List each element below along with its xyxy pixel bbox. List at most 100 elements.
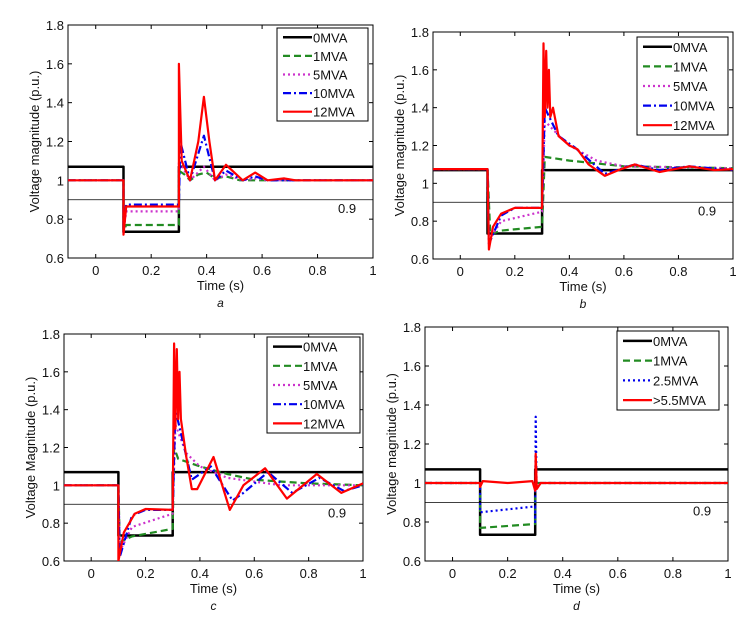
legend-label: 5MVA xyxy=(303,378,338,393)
y-tick-label: 1.8 xyxy=(46,18,64,33)
reference-line-label: 0.9 xyxy=(698,203,716,218)
subplot-caption: b xyxy=(580,297,587,311)
y-tick-label: 1.2 xyxy=(403,437,421,452)
x-axis-label: Time (s) xyxy=(553,581,600,596)
legend-box xyxy=(636,36,729,136)
legend-label: 1MVA xyxy=(303,359,338,374)
subplot-caption: d xyxy=(573,599,580,613)
y-tick-label: 1 xyxy=(414,476,421,491)
y-tick-label: 0.6 xyxy=(42,554,60,569)
x-tick-label: 0.4 xyxy=(554,566,572,581)
x-tick-label: 1 xyxy=(369,263,376,278)
legend-box xyxy=(266,336,361,434)
x-tick-label: 0 xyxy=(88,566,95,581)
reference-line-label: 0.9 xyxy=(338,201,356,216)
y-tick-label: 0.6 xyxy=(46,251,64,266)
subplot-d: 0 0.2 0.4 0.6 0.8 1 0.6 0.8 1 1.2 1.4 1.6 1.8 0.9 0MVA… xyxy=(384,320,732,613)
x-tick-label: 0.4 xyxy=(191,566,209,581)
series-line-12MVA xyxy=(433,42,733,251)
y-tick-label: 1.8 xyxy=(403,320,421,335)
series-line-2.5MVA xyxy=(425,415,728,524)
x-tick-label: 0.2 xyxy=(506,264,524,279)
x-tick-label: 0.8 xyxy=(300,566,318,581)
y-tick-label: 1 xyxy=(53,478,60,493)
legend-label: 10MVA xyxy=(673,99,715,114)
x-axis-label: Time (s) xyxy=(190,581,237,596)
x-tick-label: 0 xyxy=(449,566,456,581)
x-tick-label: 0.4 xyxy=(198,263,216,278)
series-group xyxy=(425,415,728,536)
legend-label: 1MVA xyxy=(313,49,348,64)
y-tick-label: 1.6 xyxy=(403,359,421,374)
legend-label: 0MVA xyxy=(313,30,348,45)
y-tick-label: 1.8 xyxy=(411,25,429,40)
reference-line-label: 0.9 xyxy=(693,504,711,519)
series-group xyxy=(433,42,733,251)
subplot-a: 0 0.2 0.4 0.6 0.8 1 0.6 0.8 1 1.2 1.4 1.6 1.8 0.9 0MVA… xyxy=(27,18,377,310)
x-tick-label: 0.2 xyxy=(499,566,517,581)
subplot-caption: a xyxy=(217,296,224,310)
x-tick-label: 1 xyxy=(359,566,366,581)
series-line-0MVA xyxy=(425,468,728,536)
legend-label: 5MVA xyxy=(313,68,348,83)
legend-box xyxy=(276,27,369,122)
y-tick-label: 1.4 xyxy=(46,96,64,111)
x-tick-label: 0.2 xyxy=(137,566,155,581)
y-tick-label: 1 xyxy=(57,173,64,188)
y-tick-label: 1.4 xyxy=(403,398,421,413)
y-tick-label: 1.8 xyxy=(42,327,60,342)
reference-line-label: 0.9 xyxy=(328,505,346,520)
y-tick-label: 1.2 xyxy=(411,139,429,154)
x-tick-label: 0.6 xyxy=(615,264,633,279)
x-tick-label: 0 xyxy=(457,264,464,279)
series-line-10MVA xyxy=(64,408,363,559)
y-tick-label: 0.6 xyxy=(411,252,429,267)
legend-box xyxy=(616,330,720,411)
legend-label: 10MVA xyxy=(313,86,355,101)
x-tick-label: 0.8 xyxy=(309,263,327,278)
x-tick-label: 0.2 xyxy=(142,263,160,278)
series-line->5.5MVA xyxy=(425,452,728,492)
legend: 0MVA 1MVA 5MVA 10MVA 12MVA xyxy=(266,336,361,434)
subplot-c: 0 0.2 0.4 0.6 0.8 1 0.6 0.8 1 1.2 1.4 1.6 1.8 0.9 0MVA… xyxy=(23,327,367,613)
legend-label: 5MVA xyxy=(673,79,708,94)
legend-label: 1MVA xyxy=(653,354,688,369)
y-tick-label: 0.8 xyxy=(411,214,429,229)
y-axis-label: Voltage magnitude (p.u.) xyxy=(392,75,407,217)
y-tick-label: 1.6 xyxy=(46,57,64,72)
y-tick-label: 1 xyxy=(422,176,429,191)
x-tick-label: 1 xyxy=(724,566,731,581)
x-tick-label: 0.8 xyxy=(669,264,687,279)
series-line-12MVA xyxy=(64,342,363,561)
y-tick-label: 1.4 xyxy=(411,101,429,116)
y-tick-label: 0.8 xyxy=(46,212,64,227)
y-axis-label: Voltage magnitude (p.u.) xyxy=(384,373,399,515)
y-tick-label: 1.6 xyxy=(411,63,429,78)
x-tick-label: 0.4 xyxy=(560,264,578,279)
legend: 0MVA 1MVA 2.5MVA >5.5MVA xyxy=(616,330,720,411)
legend-label: >5.5MVA xyxy=(653,393,706,408)
y-tick-label: 1.2 xyxy=(46,135,64,150)
x-axis-label: Time (s) xyxy=(559,279,606,294)
y-tick-label: 1.6 xyxy=(42,365,60,380)
x-tick-label: 0.8 xyxy=(664,566,682,581)
y-tick-label: 0.8 xyxy=(403,515,421,530)
series-group xyxy=(64,342,363,561)
legend-label: 12MVA xyxy=(303,416,345,431)
x-tick-label: 1 xyxy=(729,264,736,279)
legend: 0MVA 1MVA 5MVA 10MVA 12MVA xyxy=(636,36,729,136)
y-tick-label: 0.8 xyxy=(42,516,60,531)
series-group xyxy=(68,62,373,236)
y-tick-label: 0.6 xyxy=(403,554,421,569)
legend-label: 10MVA xyxy=(303,397,345,412)
x-tick-label: 0.6 xyxy=(609,566,627,581)
x-tick-label: 0.6 xyxy=(245,566,263,581)
legend-label: 0MVA xyxy=(653,334,688,349)
legend-label: 1MVA xyxy=(673,59,708,74)
series-line-1MVA xyxy=(433,155,733,236)
legend-label: 12MVA xyxy=(313,105,355,120)
y-axis-label: Voltage Magnitude (p.u.) xyxy=(23,377,38,519)
y-tick-label: 1.2 xyxy=(42,441,60,456)
series-line-5MVA xyxy=(68,159,373,232)
